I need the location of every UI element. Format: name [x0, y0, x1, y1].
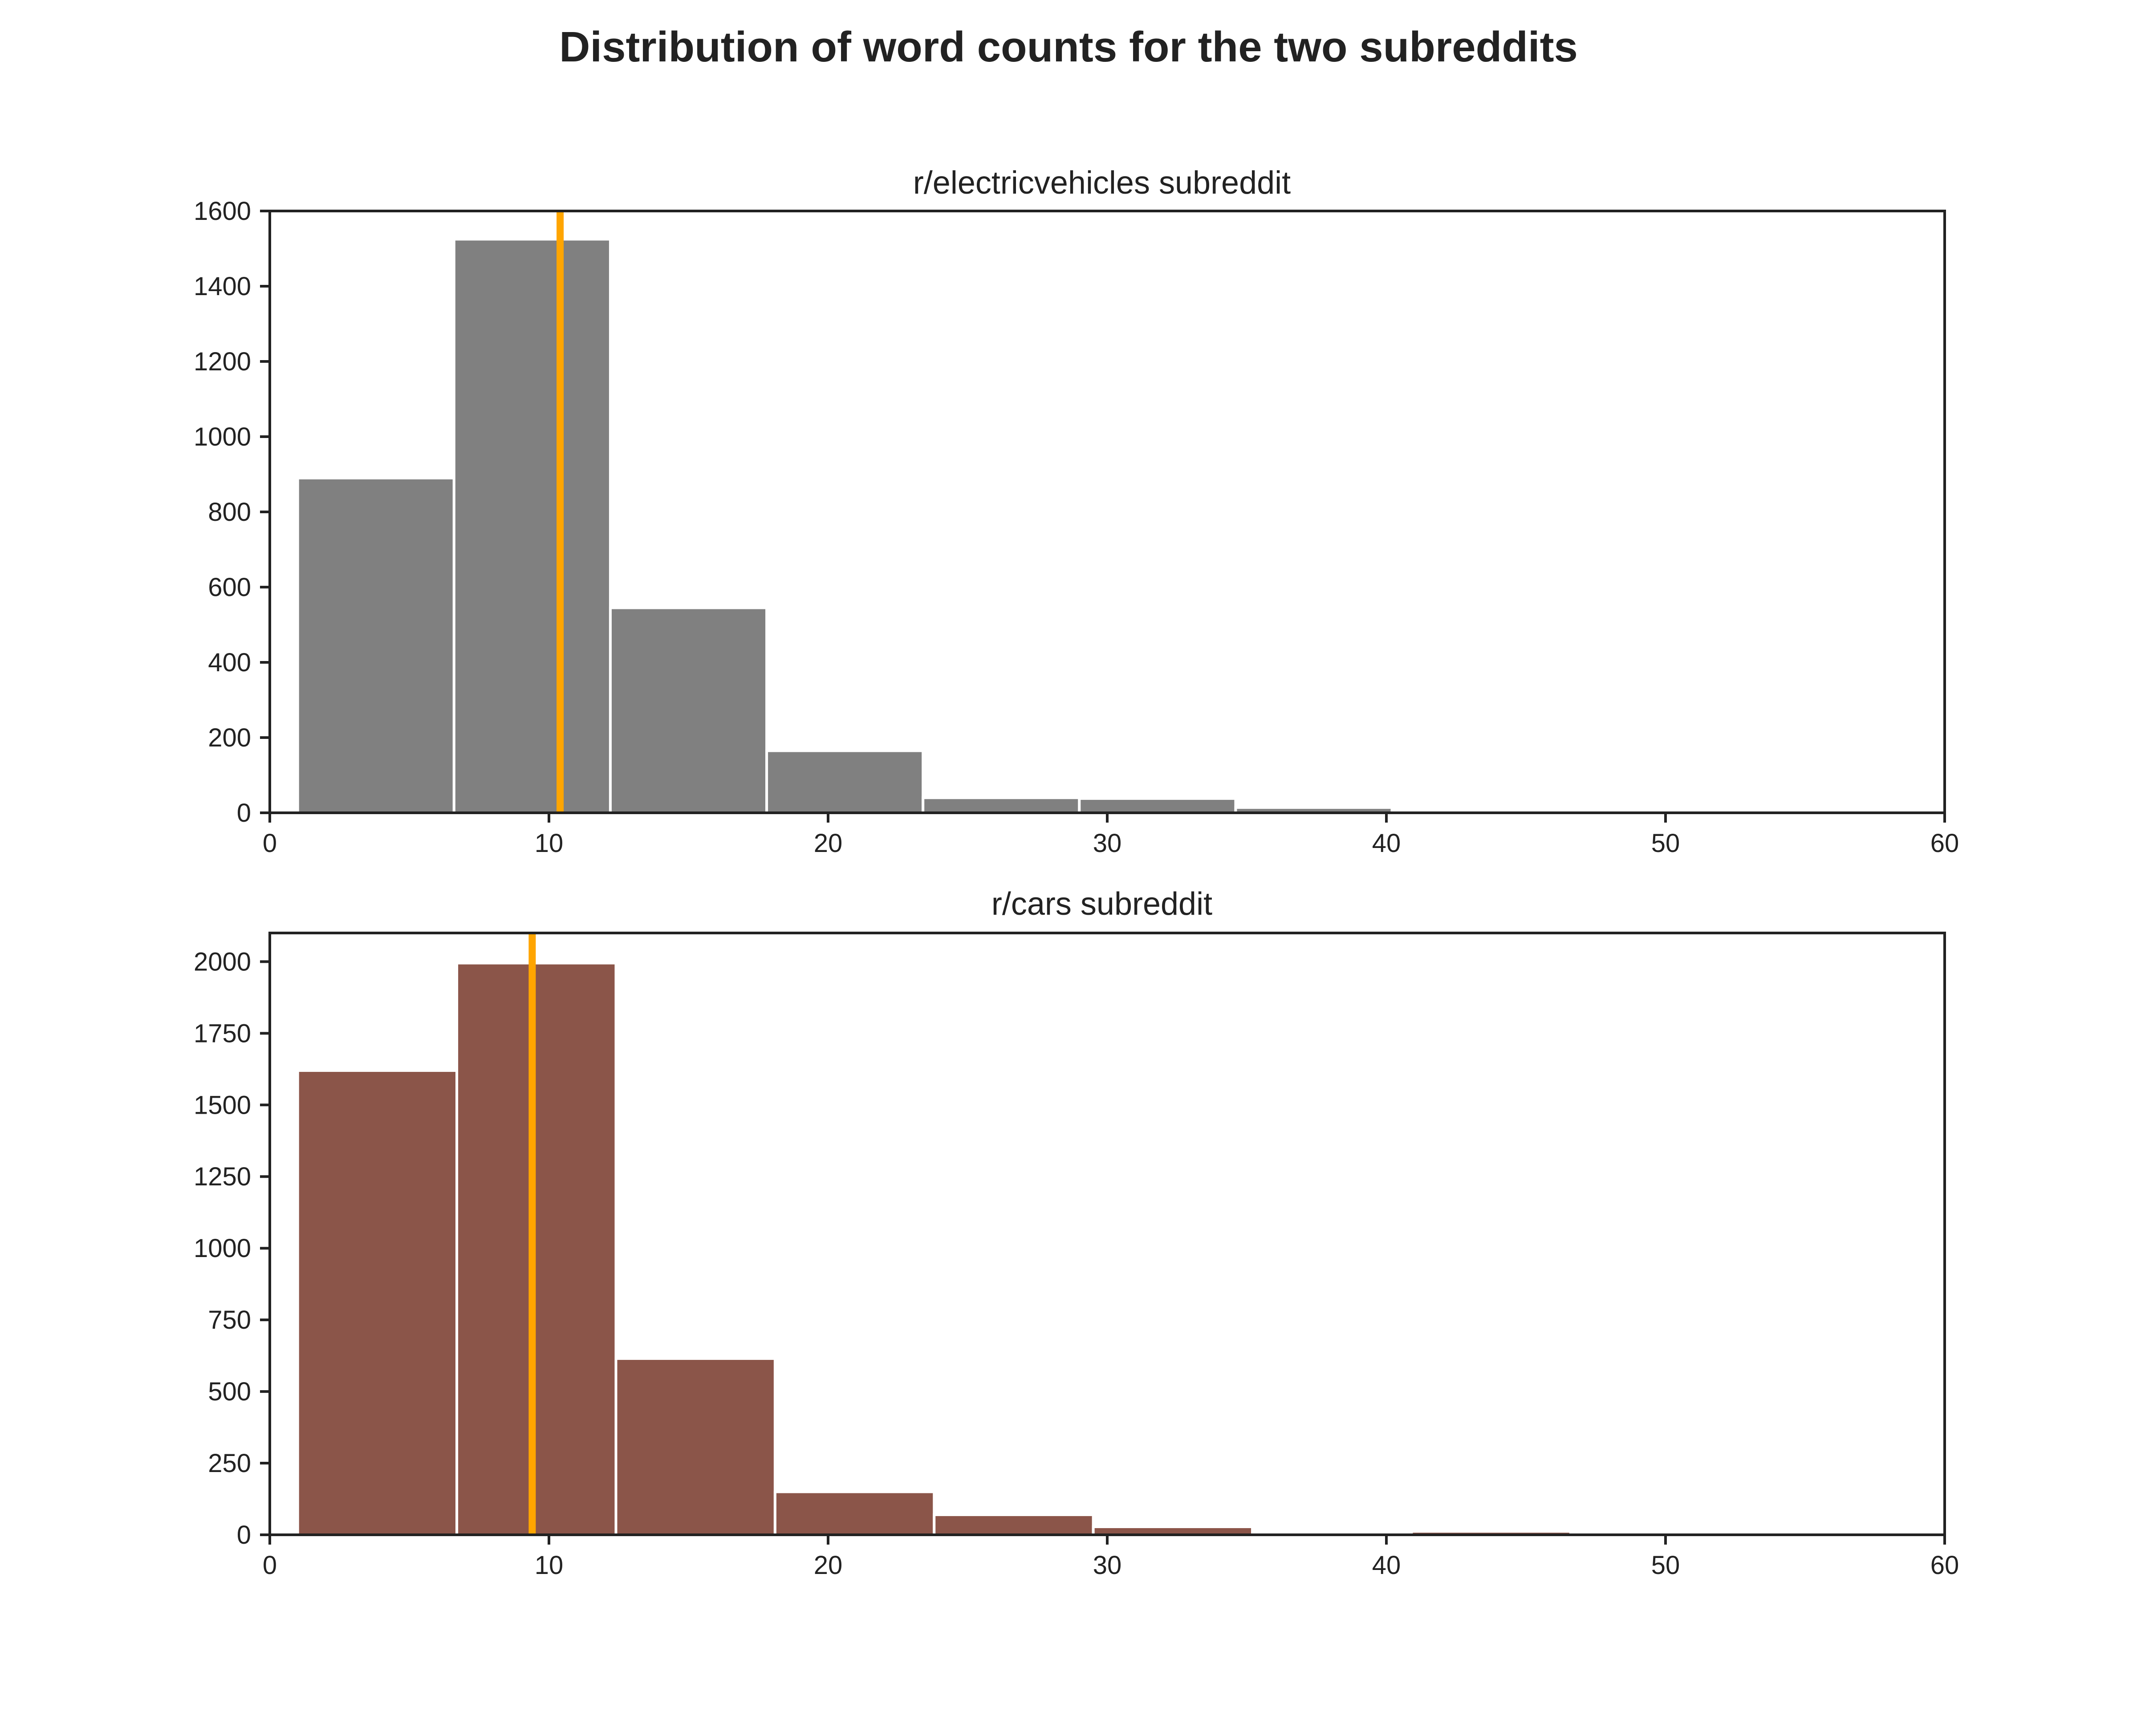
- histogram-bar-electricvehicles-5: [922, 796, 1081, 814]
- histogram-bar-cars-5: [933, 1513, 1095, 1537]
- x-tick-label-cars-0: 0: [263, 1551, 277, 1580]
- x-tick-label-electricvehicles-40: 40: [1372, 829, 1401, 858]
- y-tick-label-cars-750: 750: [208, 1306, 251, 1334]
- figure-title: Distribution of word counts for the two …: [559, 23, 1578, 71]
- y-tick-label-cars-2000: 2000: [194, 947, 251, 976]
- y-tick-label-electricvehicles-1200: 1200: [194, 347, 251, 376]
- x-tick-label-electricvehicles-10: 10: [535, 829, 564, 858]
- histogram-bar-electricvehicles-1: [296, 476, 455, 814]
- axes-title-electricvehicles: r/electricvehicles subreddit: [913, 165, 1291, 201]
- histogram-bar-cars-1: [296, 1069, 459, 1536]
- axes-title-cars: r/cars subreddit: [991, 886, 1212, 922]
- x-tick-label-electricvehicles-30: 30: [1093, 829, 1122, 858]
- histogram-bars-cars: [296, 961, 1731, 1537]
- y-tick-label-electricvehicles-1000: 1000: [194, 422, 251, 451]
- x-tick-label-electricvehicles-20: 20: [814, 829, 843, 858]
- x-tick-label-cars-60: 60: [1930, 1551, 1959, 1580]
- x-tick-label-cars-20: 20: [814, 1551, 843, 1580]
- histogram-bar-electricvehicles-6: [1078, 797, 1237, 815]
- y-tick-label-cars-250: 250: [208, 1449, 251, 1478]
- y-tick-label-electricvehicles-600: 600: [208, 573, 251, 602]
- y-axis-electricvehicles: 0 200 400 600 800 1000 1200 1400 1600: [194, 197, 270, 827]
- x-tick-label-electricvehicles-60: 60: [1930, 829, 1959, 858]
- histogram-bar-electricvehicles-2: [452, 238, 612, 814]
- y-tick-label-cars-500: 500: [208, 1377, 251, 1406]
- y-tick-label-electricvehicles-400: 400: [208, 648, 251, 677]
- y-tick-label-cars-1500: 1500: [194, 1091, 251, 1119]
- x-tick-label-electricvehicles-50: 50: [1651, 829, 1680, 858]
- axes-electricvehicles: r/electricvehicles subreddit 0 10 20 30 40 50…: [194, 165, 1959, 858]
- x-axis-electricvehicles: 0 10 20 30 40 50 60: [263, 813, 1959, 858]
- histogram-bar-cars-2: [455, 961, 618, 1537]
- y-tick-label-electricvehicles-200: 200: [208, 723, 251, 752]
- histogram-bars-electricvehicles: [296, 238, 1862, 815]
- y-tick-label-cars-0: 0: [237, 1521, 251, 1549]
- y-tick-label-cars-1000: 1000: [194, 1234, 251, 1263]
- y-tick-label-electricvehicles-1400: 1400: [194, 272, 251, 301]
- y-tick-label-electricvehicles-800: 800: [208, 498, 251, 527]
- y-axis-cars: 0 250 500 750 1000 1250 1500 1750 2000: [194, 947, 270, 1549]
- y-tick-label-electricvehicles-1600: 1600: [194, 197, 251, 226]
- y-tick-label-cars-1750: 1750: [194, 1019, 251, 1048]
- y-tick-label-electricvehicles-0: 0: [237, 799, 251, 827]
- x-tick-label-cars-40: 40: [1372, 1551, 1401, 1580]
- x-tick-label-cars-10: 10: [535, 1551, 564, 1580]
- histogram-bar-cars-4: [773, 1490, 936, 1536]
- x-tick-label-electricvehicles-0: 0: [263, 829, 277, 858]
- x-tick-label-cars-30: 30: [1093, 1551, 1122, 1580]
- y-tick-label-cars-1250: 1250: [194, 1162, 251, 1191]
- histogram-bar-cars-3: [614, 1357, 776, 1536]
- histogram-bar-electricvehicles-4: [765, 749, 925, 814]
- x-tick-label-cars-50: 50: [1651, 1551, 1680, 1580]
- x-axis-cars: 0 10 20 30 40 50 60: [263, 1535, 1959, 1580]
- histogram-bar-electricvehicles-3: [609, 606, 768, 814]
- axes-cars: r/cars subreddit 0 10 20 30 40 50 60 0 250 500 75…: [194, 886, 1959, 1580]
